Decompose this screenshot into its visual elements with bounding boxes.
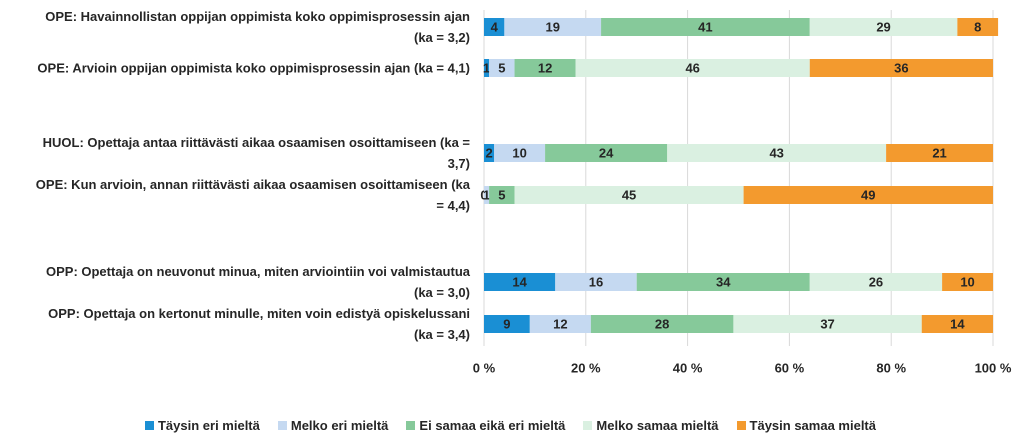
legend-item: Täysin eri mieltä <box>144 418 260 433</box>
data-label: 46 <box>685 60 699 75</box>
category-label: OPP: Opettaja on kertonut minulle, miten… <box>48 306 470 342</box>
x-tick-label: 100 % <box>975 360 1012 375</box>
category-label: OPE: Havainnollistan oppijan oppimista k… <box>45 9 470 45</box>
data-label: 34 <box>716 274 731 289</box>
legend-item: Melko samaa mieltä <box>583 418 719 433</box>
bar-segment <box>529 315 591 333</box>
data-label: 41 <box>698 19 712 34</box>
data-label: 37 <box>820 316 834 331</box>
x-tick-label: 80 % <box>876 360 906 375</box>
data-label: 45 <box>622 187 636 202</box>
data-label: 14 <box>512 274 527 289</box>
data-label: 8 <box>974 19 981 34</box>
bar-segment <box>545 144 668 162</box>
bar-segment <box>494 144 546 162</box>
legend-swatch <box>144 421 154 430</box>
category-label: OPE: Kun arvioin, annan riittävästi aika… <box>35 177 470 213</box>
bar-segment <box>504 18 602 36</box>
data-label: 19 <box>545 19 559 34</box>
bar-segment <box>809 18 958 36</box>
data-label: 9 <box>503 316 510 331</box>
bar-segment <box>484 273 556 291</box>
bar-segment <box>636 273 810 291</box>
legend-label: Ei samaa eikä eri mieltä <box>419 418 566 433</box>
bar-segment <box>484 59 490 77</box>
x-tick-label: 0 % <box>473 360 496 375</box>
data-label: 10 <box>512 145 526 160</box>
data-label: 16 <box>589 274 603 289</box>
bar-segment <box>514 59 576 77</box>
bar-segment <box>555 273 637 291</box>
data-label: 12 <box>553 316 567 331</box>
x-tick-label: 40 % <box>673 360 703 375</box>
data-label: 29 <box>876 19 890 34</box>
bar-segment <box>575 59 810 77</box>
legend-item: Täysin samaa mieltä <box>736 418 876 433</box>
legend-swatch <box>583 421 593 430</box>
bar-segment <box>809 59 993 77</box>
legend-swatch <box>736 421 746 430</box>
x-tick-label: 20 % <box>571 360 601 375</box>
category-label: OPP: Opettaja on neuvonut minua, miten a… <box>45 264 470 300</box>
bar-segment <box>957 18 999 36</box>
data-label: 1 <box>483 187 490 202</box>
legend-item: Ei samaa eikä eri mieltä <box>406 418 565 433</box>
data-label: 5 <box>498 187 505 202</box>
data-label: 1 <box>483 60 490 75</box>
data-label: 43 <box>769 145 783 160</box>
data-label: 2 <box>485 145 492 160</box>
data-label: 36 <box>894 60 908 75</box>
bar-segment <box>743 186 993 204</box>
bar-segment <box>484 18 505 36</box>
legend-label: Melko samaa mieltä <box>596 418 719 433</box>
data-label: 10 <box>960 274 974 289</box>
bar-segment <box>489 59 515 77</box>
bar-segment <box>809 273 943 291</box>
bar-segment <box>489 186 515 204</box>
legend-swatch <box>406 421 416 430</box>
data-label: 12 <box>538 60 552 75</box>
data-label: 5 <box>498 60 505 75</box>
bar-segment <box>484 315 530 333</box>
legend-label: Melko eri mieltä <box>290 418 389 433</box>
bar-segment <box>921 315 993 333</box>
bar-segment <box>886 144 993 162</box>
data-label: 4 <box>491 19 499 34</box>
category-label: OPE: Arvioin oppijan oppimista koko oppi… <box>37 60 470 76</box>
bar-segment <box>590 315 734 333</box>
x-tick-label: 60 % <box>775 360 805 375</box>
data-label: 24 <box>599 145 614 160</box>
data-label: 14 <box>950 316 965 331</box>
data-label: 21 <box>932 145 946 160</box>
legend-label: Täysin samaa mieltä <box>749 418 876 433</box>
bar-segment <box>514 186 744 204</box>
bar-segment <box>484 144 495 162</box>
bar-segment <box>733 315 922 333</box>
legend-swatch <box>277 421 287 430</box>
category-label: HUOL: Opettaja antaa riittävästi aikaa o… <box>42 135 470 171</box>
bar-segment <box>601 18 810 36</box>
data-label: 28 <box>655 316 669 331</box>
data-label: 26 <box>869 274 883 289</box>
legend-item: Melko eri mieltä <box>277 418 389 433</box>
bar-segment <box>942 273 993 291</box>
data-label: 49 <box>861 187 875 202</box>
legend-label: Täysin eri mieltä <box>157 418 260 433</box>
bar-segment <box>484 186 490 204</box>
bar-segment <box>667 144 887 162</box>
legend: Täysin eri mieltä Melko eri mieltä Ei sama… <box>0 418 1021 433</box>
